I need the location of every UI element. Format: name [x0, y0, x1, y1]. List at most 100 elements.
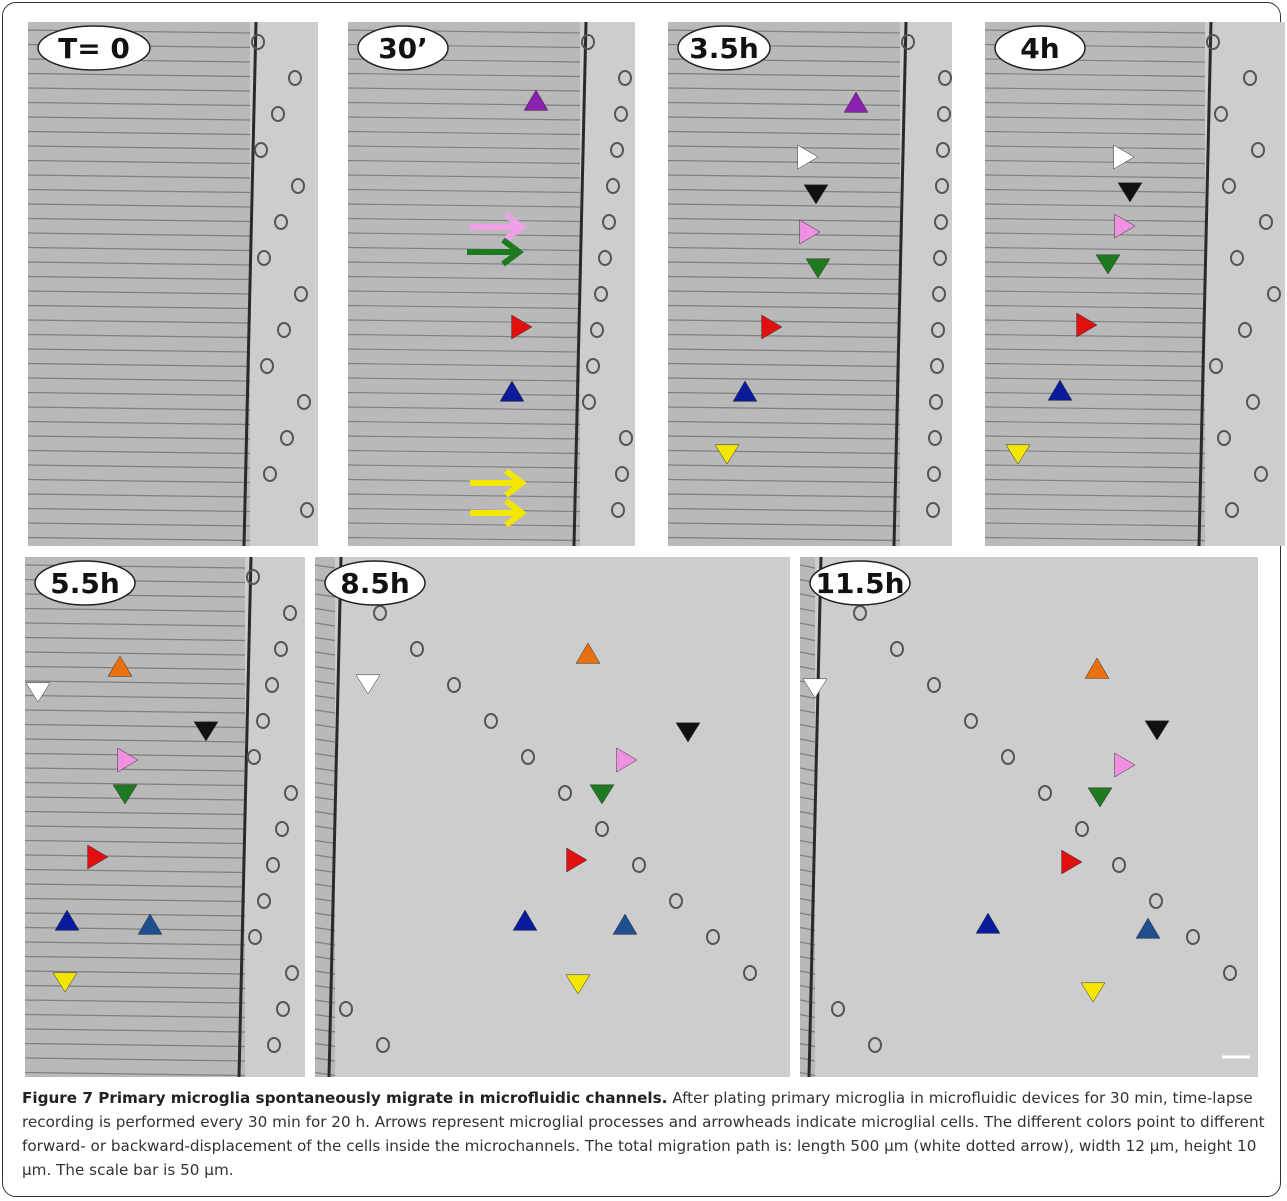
- microchannel: [27, 261, 251, 266]
- cell: [274, 641, 288, 657]
- microchannel: [984, 464, 1206, 469]
- microchannel: [667, 174, 901, 179]
- microchannel: [984, 130, 1206, 136]
- arrowhead: [805, 258, 831, 279]
- microchannel: [984, 348, 1206, 353]
- process-arrow-head: [504, 468, 527, 498]
- microchannel: [984, 87, 1206, 92]
- open-chamber: [580, 22, 635, 546]
- microchannel: [24, 1057, 246, 1062]
- cell: [1243, 70, 1257, 86]
- microchannel: [347, 246, 581, 252]
- cell: [410, 641, 424, 657]
- microchannel: [347, 217, 581, 223]
- microchannel: [24, 999, 246, 1004]
- microchannel: [24, 738, 246, 743]
- cell: [257, 893, 271, 909]
- microchannel: [984, 507, 1206, 513]
- microchannel: [984, 406, 1206, 411]
- microchannel: [27, 333, 251, 339]
- cell: [291, 178, 305, 194]
- microchannel: [347, 348, 581, 353]
- caption-title: Figure 7 Primary microglia spontaneously…: [22, 1089, 668, 1107]
- arrowhead: [802, 678, 828, 699]
- label-badge: [37, 25, 151, 71]
- microchannel: [27, 174, 251, 179]
- microchannel: [984, 391, 1206, 397]
- open-chamber: [1205, 22, 1285, 546]
- microchannel: [347, 377, 581, 382]
- microchannel: [667, 217, 901, 223]
- panel-label: 8.5h: [340, 567, 410, 600]
- microchannel: [799, 796, 816, 801]
- cell: [1246, 394, 1260, 410]
- cell: [931, 322, 945, 338]
- cell: [936, 142, 950, 158]
- microchannel: [24, 607, 246, 613]
- microchannel: [347, 145, 581, 150]
- microchannel: [314, 694, 336, 700]
- microchannel: [667, 87, 901, 92]
- microchannel: [27, 449, 251, 455]
- microchannel: [27, 406, 251, 411]
- cell: [1075, 821, 1089, 837]
- microchannel: [667, 507, 901, 513]
- cell: [266, 857, 280, 873]
- microchannel: [347, 522, 581, 527]
- cell: [1251, 142, 1265, 158]
- microchannel: [347, 319, 581, 324]
- microchannel: [347, 333, 581, 339]
- label-badge: [324, 560, 426, 606]
- cell: [706, 929, 720, 945]
- arrowhead: [25, 682, 51, 703]
- microchannel: [24, 636, 246, 642]
- microchannel: [24, 680, 246, 685]
- microchannel: [27, 217, 251, 223]
- microchannel: [984, 377, 1206, 382]
- microchannel: [314, 825, 336, 830]
- microchannel: [27, 203, 251, 208]
- microchannel: [799, 607, 816, 613]
- arrowhead: [117, 747, 139, 773]
- arrowhead: [1005, 444, 1031, 465]
- cell: [284, 785, 298, 801]
- cell: [297, 394, 311, 410]
- microchannel: [984, 420, 1206, 426]
- microchannel: [24, 883, 246, 888]
- microchannel: [984, 72, 1206, 78]
- microchannel: [667, 391, 901, 397]
- arrowhead: [1076, 312, 1098, 338]
- cell: [606, 178, 620, 194]
- microchannel: [24, 622, 246, 627]
- cell: [373, 605, 387, 621]
- microchannel: [24, 767, 246, 772]
- microchannel: [27, 232, 251, 237]
- microchannel: [984, 101, 1206, 107]
- image-panel: 8.5h: [314, 556, 790, 1078]
- cell: [263, 466, 277, 482]
- cell: [257, 250, 271, 266]
- microchannel: [27, 304, 251, 310]
- image-panel: 4h: [984, 21, 1285, 547]
- microchannel: [314, 1028, 336, 1033]
- microchannel: [667, 420, 901, 426]
- arrowhead: [1114, 752, 1136, 778]
- cell: [251, 34, 265, 50]
- arrowhead: [1135, 917, 1161, 939]
- microchannel: [799, 1057, 816, 1062]
- microchannel: [347, 232, 581, 237]
- figure: T= 0 30’ 3.5h 4h 5.5h 8.5h 11.5h: [24, 21, 1285, 1078]
- microchannel: [27, 101, 251, 107]
- channel-wall: [892, 21, 908, 547]
- caption: Figure 7 Primary microglia spontaneously…: [22, 1086, 1277, 1182]
- microchannel: [314, 680, 336, 685]
- cell: [256, 713, 270, 729]
- caption-text: After plating primary microglia in micro…: [22, 1089, 1265, 1179]
- microchannel: [984, 290, 1206, 295]
- open-chamber: [335, 557, 790, 1077]
- arrowhead: [732, 380, 758, 402]
- microchannel: [27, 536, 251, 542]
- microchannel: [27, 145, 251, 150]
- microchannel: [347, 203, 581, 208]
- cell: [932, 286, 946, 302]
